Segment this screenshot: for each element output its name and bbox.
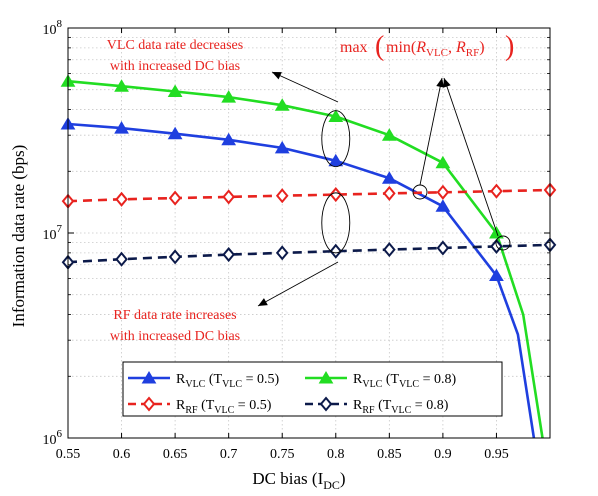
series-2-point-4 — [275, 188, 289, 204]
max-sub2: RF — [466, 47, 479, 59]
series-2-point-2 — [168, 190, 182, 206]
series-0-point-1 — [114, 121, 129, 134]
x-tick-label-8: 0.95 — [484, 447, 509, 462]
x-tick-label-3: 0.7 — [220, 447, 238, 462]
series-3 — [61, 237, 557, 270]
max-r2: R — [455, 39, 466, 56]
x-tick-label-4: 0.75 — [270, 447, 295, 462]
series-1-point-4 — [274, 98, 290, 111]
axis-ticks: 0.55 0.6 0.65 0.7 0.75 0.8 0.85 0.9 0.95 106 107 10… — [43, 18, 550, 462]
legend-marker-0 — [141, 371, 157, 384]
series-2-point-1 — [115, 191, 128, 207]
x-tick-label-2: 0.65 — [163, 447, 188, 462]
legend-box — [122, 361, 503, 417]
legend-entry-2: RRF (TVLC = 0.5) — [128, 396, 272, 416]
series-1-point-3 — [221, 90, 237, 103]
legend-marker-2 — [142, 396, 156, 412]
legend-marker-1 — [318, 371, 334, 384]
series-0-point-5 — [328, 153, 344, 167]
series-layer — [60, 74, 557, 439]
series-3-point-5 — [329, 243, 343, 259]
legend-label-3: RRF (TVLC = 0.8) — [353, 398, 449, 416]
legend-entry-0: RVLC (TVLC = 0.5) — [128, 371, 279, 390]
x-tick-label-5: 0.8 — [327, 447, 345, 462]
annotation-callouts — [257, 71, 511, 307]
max-arrow-2 — [443, 77, 499, 237]
legend-marker-3 — [319, 396, 333, 412]
rf-arrow — [257, 261, 339, 307]
y-axis-label: Information data rate (bps) — [9, 145, 28, 328]
series-1-point-1 — [114, 79, 129, 92]
rf-callout-ellipse — [321, 192, 351, 254]
series-3-point-4 — [275, 245, 289, 261]
series-2-point-5 — [329, 186, 343, 203]
vlc-arrow — [271, 71, 339, 103]
svg-text:): ) — [505, 31, 514, 62]
x-tick-label-7: 0.9 — [434, 447, 452, 462]
x-tick-label-1: 0.6 — [113, 447, 131, 462]
legend-label-0: RVLC (TVLC = 0.5) — [176, 372, 279, 390]
rf-annotation-line-1: RF data rate increases — [113, 308, 236, 323]
legend-label-2: RRF (TVLC = 0.5) — [176, 398, 272, 416]
legend-entry-1: RVLC (TVLC = 0.8) — [305, 371, 456, 390]
svg-text:(: ( — [375, 31, 384, 62]
svg-text:min(RVLC, RRF): min(RVLC, RRF) — [386, 39, 485, 59]
series-3-point-2 — [168, 249, 182, 265]
x-tick-label-0: 0.55 — [56, 447, 81, 462]
series-line-3 — [67, 243, 551, 264]
series-1-point-7 — [435, 155, 451, 169]
vlc-callout-ellipse — [321, 110, 351, 168]
series-1-point-2 — [167, 84, 183, 98]
y-tick-label-0: 106 — [43, 428, 63, 448]
legend-label-1: RVLC (TVLC = 0.8) — [353, 372, 456, 390]
legend-entry-3: RRF (TVLC = 0.8) — [305, 396, 449, 416]
min-fn-label: min — [386, 39, 411, 56]
max-sub1: VLC — [426, 47, 448, 59]
series-0-point-4 — [274, 140, 290, 154]
max-fn-label: max — [340, 39, 368, 56]
series-3-point-1 — [115, 251, 128, 267]
max-min-annotation: max ( min(RVLC, RRF) ) — [340, 31, 514, 62]
legend: RVLC (TVLC = 0.5) RVLC (TVLC = 0.8) RRF (T… — [122, 361, 503, 417]
series-line-2 — [67, 188, 551, 203]
series-2-point-8 — [490, 183, 503, 199]
x-axis-label: DC bias (IDC) — [252, 469, 345, 492]
series-0-point-2 — [167, 126, 183, 140]
svg-text:max: max — [340, 39, 368, 56]
series-2-point-3 — [222, 189, 235, 205]
series-1-point-6 — [381, 128, 397, 141]
series-0 — [60, 117, 536, 439]
series-3-point-3 — [222, 246, 235, 263]
series-0-point-6 — [381, 171, 397, 184]
vlc-annotation-line-2: with increased DC bias — [110, 59, 240, 74]
x-tick-label-6: 0.85 — [377, 447, 402, 462]
series-0-point-8 — [489, 268, 504, 282]
max-r1: R — [415, 39, 426, 56]
max-arrow-1 — [419, 77, 445, 186]
series-0-point-3 — [221, 132, 237, 146]
crossover-circle-2 — [495, 235, 511, 251]
vlc-annotation-line-1: VLC data rate decreases — [107, 38, 243, 53]
max-comma: , — [448, 39, 456, 56]
series-3-point-6 — [383, 242, 396, 258]
series-1-point-5 — [328, 109, 344, 123]
series-2-point-7 — [436, 184, 450, 200]
y-tick-label-2: 108 — [43, 18, 63, 38]
y-tick-label-1: 107 — [43, 223, 63, 243]
rf-annotation-line-2: with increased DC bias — [110, 329, 240, 344]
series-3-point-7 — [436, 240, 450, 256]
series-0-point-7 — [435, 199, 451, 212]
series-2-point-6 — [383, 185, 396, 201]
